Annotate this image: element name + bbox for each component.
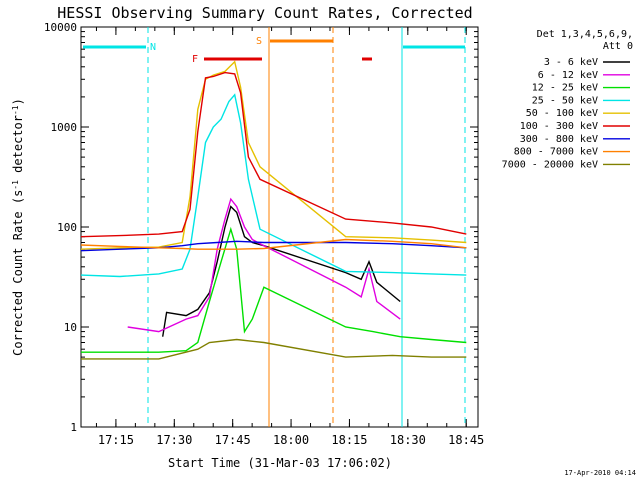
legend-label: 800 - 7000 keV [514,147,598,158]
legend-title-2: Att 0 [603,41,633,52]
y-tick-label: 10 [64,321,77,334]
series-line [80,93,467,278]
vertical-markers [147,27,466,427]
legend-label: 25 - 50 keV [532,95,598,106]
y-axis-label: Corrected Count Rate (s-1 detector-1) [11,98,26,356]
chart-title: HESSI Observing Summary Count Rates, Cor… [57,4,472,22]
y-axis-label-end: ) [11,98,25,105]
data-series [80,60,467,360]
legend-label: 50 - 100 keV [526,108,598,119]
series-line [80,71,467,238]
legend-label: 12 - 25 keV [532,83,598,94]
x-tick-label: 17:15 [98,433,134,447]
y-tick-label: 10000 [44,21,77,34]
y-axis-label-sup2: -1 [11,105,20,115]
y-axis-label-mid: detector [11,115,25,180]
x-axis-label: Start Time (31-Mar-03 17:06:02) [168,456,392,470]
y-tick-label: 100 [57,221,77,234]
flag-label-s: S [256,36,262,47]
legend-title-1: Det 1,3,4,5,6,9, [537,29,633,40]
y-axis-ticks: 1 10 100 1000 10000 [44,21,478,434]
legend-label: 300 - 800 keV [520,134,598,145]
x-tick-label: 18:30 [390,433,426,447]
flag-label-n: N [150,42,156,53]
legend-label: 6 - 12 keV [538,70,598,81]
timestamp: 17-Apr-2010 04:14 [564,469,636,477]
legend-label: 3 - 6 keV [544,57,598,68]
y-axis-label-sup1: -1 [11,180,20,190]
series-line [127,197,401,333]
series-line [80,60,467,250]
x-axis-ticks: 17:15 17:30 17:45 18:00 18:15 18:30 18:45 [95,27,484,447]
x-tick-label: 17:45 [215,433,251,447]
y-tick-label: 1 [70,421,77,434]
y-tick-label: 1000 [51,121,78,134]
flag-bars: N F S [83,36,465,65]
x-tick-label: 17:30 [156,433,192,447]
series-line [81,338,467,360]
plot-frame [80,26,479,428]
flag-label-f: F [192,54,198,65]
series-line [80,238,467,250]
x-tick-label: 18:15 [331,433,367,447]
legend-label: 100 - 300 keV [520,121,598,132]
legend-label: 7000 - 20000 keV [502,159,598,170]
x-tick-label: 18:45 [448,433,484,447]
x-tick-label: 18:00 [273,433,309,447]
series-line [162,205,401,337]
y-axis-label-main: Corrected Count Rate (s [11,190,25,356]
